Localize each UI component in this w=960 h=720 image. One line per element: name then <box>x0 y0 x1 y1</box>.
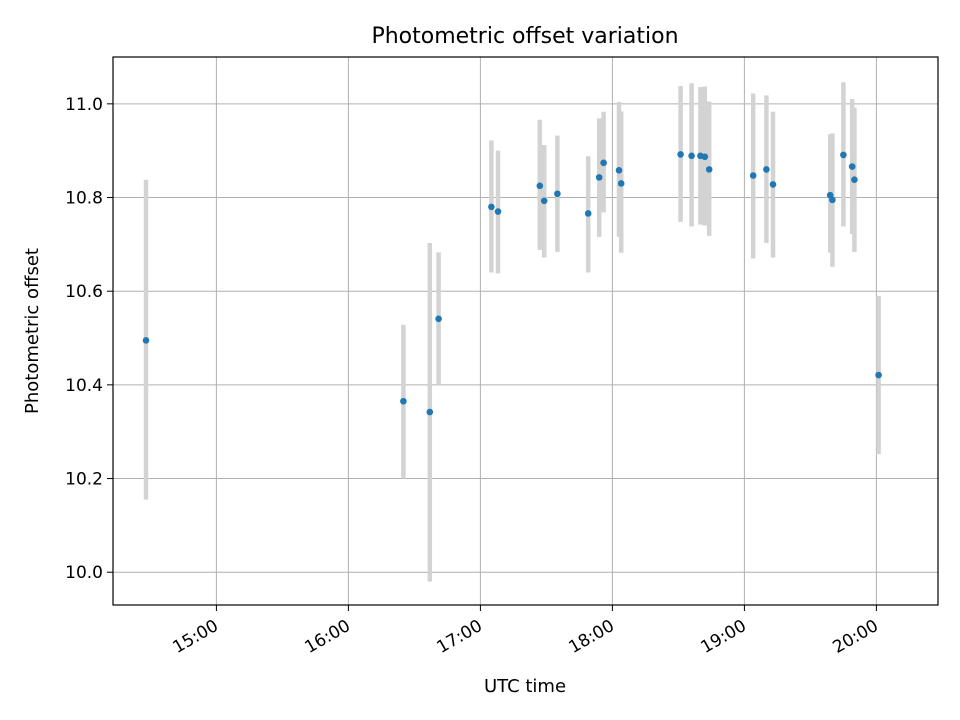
chart-title: Photometric offset variation <box>371 24 678 49</box>
y-tick-label: 10.6 <box>65 282 103 302</box>
data-point <box>142 337 150 344</box>
data-point <box>688 152 695 160</box>
y-tick-label: 10.0 <box>65 563 103 583</box>
y-axis-label: Photometric offset <box>22 248 43 414</box>
data-point <box>701 153 709 161</box>
data-point <box>488 203 495 211</box>
data-point <box>615 167 623 174</box>
data-point <box>705 166 713 173</box>
x-axis-label: UTC time <box>484 676 566 697</box>
data-point <box>400 397 407 405</box>
data-point <box>617 180 625 187</box>
data-point <box>595 174 603 181</box>
data-point <box>494 208 502 215</box>
data-point <box>600 159 607 167</box>
grid <box>113 57 938 605</box>
data-point <box>840 151 847 159</box>
plot-frame <box>112 56 939 606</box>
y-tick-label: 10.2 <box>65 470 103 490</box>
data-point <box>763 166 770 173</box>
y-tick-label: 10.8 <box>65 189 103 209</box>
y-tick-label: 10.4 <box>65 376 103 396</box>
data-points <box>142 151 882 416</box>
data-point <box>540 197 548 205</box>
data-point <box>435 315 442 323</box>
data-point <box>584 210 592 217</box>
y-axis-ticks: 10.0 10.2 10.4 10.6 10.8 11.0 <box>65 95 113 583</box>
data-point <box>677 151 684 158</box>
data-point <box>875 371 882 379</box>
data-point <box>829 196 836 204</box>
data-point <box>749 172 757 179</box>
data-point <box>426 408 434 416</box>
data-point <box>554 190 561 198</box>
data-point <box>851 176 858 184</box>
data-point <box>848 163 856 170</box>
y-tick-label: 11.0 <box>65 95 103 115</box>
data-point <box>536 182 544 190</box>
data-point <box>769 181 777 188</box>
